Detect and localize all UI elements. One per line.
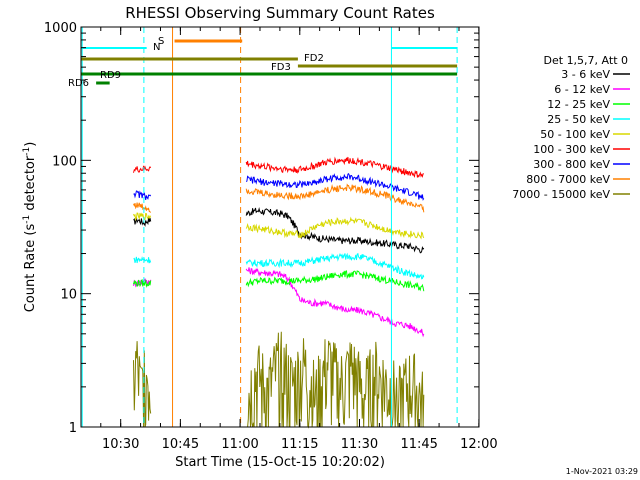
series-line-2-segment-0 — [133, 278, 152, 288]
series-line-8-segment-1 — [246, 331, 425, 429]
x-tick-label-0: 10:30 — [102, 437, 139, 452]
x-axis: 10:30 10:45 11:00 11:15 11:30 11:45 12:00 — [100, 27, 498, 452]
y-tick-label-2: 100 — [52, 154, 77, 169]
series-line-1-segment-1 — [245, 267, 425, 338]
y-axis-label-end: ) — [23, 142, 38, 147]
annotations: NS FD2 FD3 RD9 RD6 — [68, 27, 458, 427]
legend: 3 - 6 keV 6 - 12 keV 12 - 25 keV 25 - 50 ke… — [512, 68, 630, 201]
series-line-4-segment-0 — [133, 212, 152, 222]
series-line-8-segment-0 — [133, 341, 152, 428]
saa-label: S — [158, 36, 164, 47]
series-line-4-segment-1 — [245, 216, 425, 240]
rd9-label: RD9 — [100, 70, 121, 81]
legend-label-3: 25 - 50 keV — [547, 113, 610, 126]
x-tick-label-2: 11:00 — [221, 437, 258, 452]
plot-area — [133, 156, 425, 429]
x-tick-label-1: 10:45 — [162, 437, 199, 452]
legend-label-0: 3 - 6 keV — [561, 68, 610, 81]
y-axis-label-sup2: -1 — [22, 147, 32, 156]
y-axis-label: Count Rate (s-1 detector-1) — [22, 142, 38, 313]
x-tick-label-5: 11:45 — [400, 437, 437, 452]
series-line-3-segment-0 — [133, 256, 152, 264]
y-axis-label-mid: detector — [23, 155, 38, 215]
legend-title: Det 1,5,7, Att 0 — [544, 54, 628, 67]
x-tick-label-3: 11:15 — [281, 437, 318, 452]
fd2-label: FD2 — [304, 53, 324, 64]
series-line-0-segment-1 — [245, 207, 425, 254]
series-line-3-segment-1 — [245, 252, 425, 280]
rd6-label: RD6 — [68, 78, 89, 89]
y-axis: 1 10 100 1000 — [44, 21, 479, 436]
legend-label-8: 7000 - 15000 keV — [512, 188, 610, 201]
series-line-7-segment-1 — [245, 183, 425, 213]
timestamp: 1-Nov-2021 03:29 — [566, 467, 638, 476]
series-line-5-segment-0 — [133, 165, 152, 173]
series-line-6-segment-0 — [133, 190, 152, 200]
x-tick-label-6: 12:00 — [460, 437, 497, 452]
y-tick-label-0: 1 — [69, 421, 77, 436]
y-axis-label-main: Count Rate (s — [23, 224, 38, 313]
series-line-2-segment-1 — [245, 270, 425, 292]
legend-label-1: 6 - 12 keV — [554, 83, 610, 96]
y-tick-label-1: 10 — [60, 288, 77, 303]
series-line-5-segment-1 — [245, 156, 424, 179]
series-line-6-segment-1 — [245, 172, 425, 201]
legend-label-6: 300 - 800 keV — [533, 158, 610, 171]
legend-label-2: 12 - 25 keV — [547, 98, 610, 111]
attenuator-label: N — [153, 42, 160, 53]
legend-label-5: 100 - 300 keV — [533, 143, 610, 156]
y-axis-label-sup1: -1 — [22, 215, 32, 224]
fd3-label: FD3 — [271, 62, 291, 73]
legend-label-4: 50 - 100 keV — [540, 128, 610, 141]
x-axis-label: Start Time (15-Oct-15 10:20:02) — [175, 455, 385, 470]
y-tick-label-3: 1000 — [44, 21, 77, 36]
legend-label-7: 800 - 7000 keV — [526, 173, 610, 186]
x-tick-label-4: 11:30 — [341, 437, 378, 452]
series-line-7-segment-0 — [133, 202, 152, 213]
chart-title: RHESSI Observing Summary Count Rates — [125, 4, 435, 22]
